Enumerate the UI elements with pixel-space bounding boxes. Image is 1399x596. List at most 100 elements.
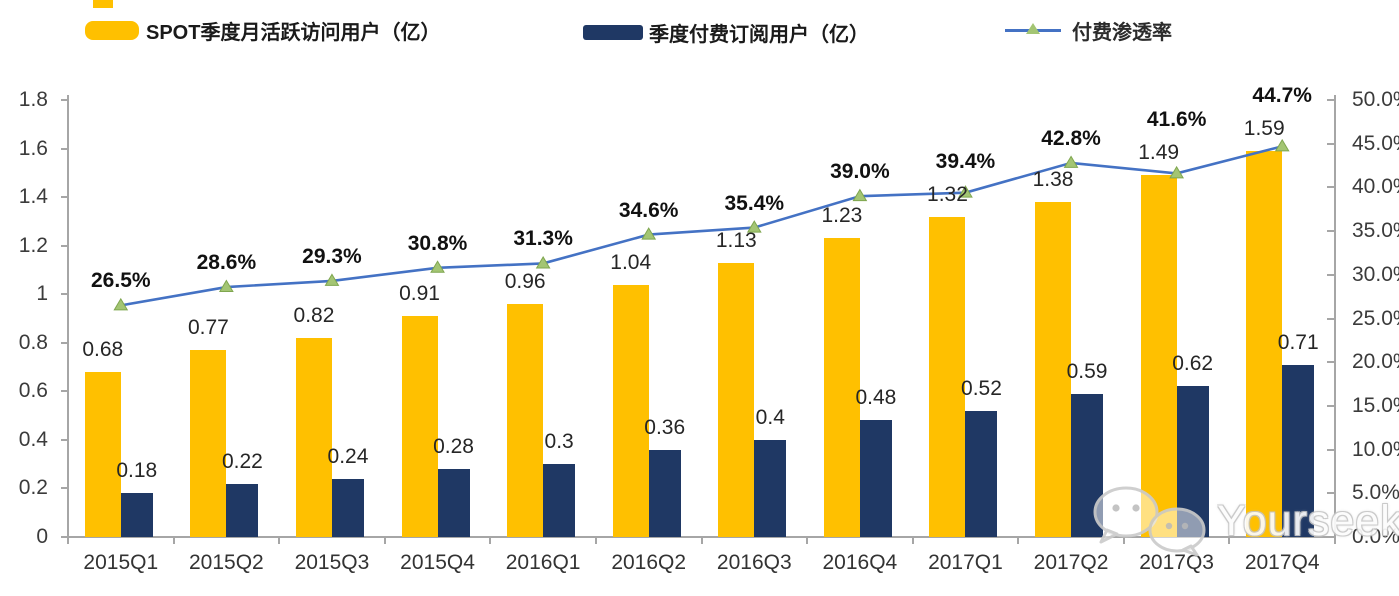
- x-axis-label: 2015Q1: [83, 551, 159, 574]
- penetration-line-swatch: [1005, 20, 1061, 40]
- left-axis-tick: [61, 487, 68, 490]
- x-axis-label: 2015Q4: [400, 551, 475, 574]
- left-axis-tick: [61, 99, 68, 101]
- right-axis-tick: [1327, 99, 1334, 101]
- x-axis-tick: [1017, 538, 1020, 544]
- subscribers-bar: [226, 483, 259, 537]
- subscribers-value-label: 0.22: [221, 449, 263, 473]
- legend-item-mau: SPOT季度月活跃访问用户（亿）: [85, 17, 441, 44]
- x-axis-tick: [806, 538, 809, 544]
- subscribers-bar: [965, 410, 998, 537]
- left-axis-tick: [61, 341, 68, 344]
- right-axis-tick-label: 10.0%: [1352, 437, 1399, 461]
- penetration-value-label: 29.3%: [302, 244, 362, 268]
- right-axis-tick-label: 20.0%: [1352, 350, 1399, 374]
- x-axis-tick: [278, 538, 281, 544]
- legend-label-subscribers: 季度付费订阅用户（亿）: [649, 23, 869, 46]
- penetration-marker-icon: [430, 260, 445, 273]
- subscribers-value-label: 0.59: [1066, 359, 1108, 383]
- subscribers-bar: [543, 464, 576, 537]
- subscribers-bar: [120, 493, 153, 537]
- left-axis-tick-label: 1.8: [18, 88, 48, 111]
- penetration-value-label: 44.7%: [1252, 83, 1312, 107]
- mau-value-label: 0.96: [504, 269, 546, 293]
- penetration-value-label: 28.6%: [196, 251, 257, 275]
- subscribers-value-label: 0.71: [1277, 330, 1319, 354]
- mau-value-label: 1.49: [1138, 141, 1180, 165]
- subscribers-bar: [754, 439, 787, 537]
- mau-bar: [507, 303, 544, 537]
- penetration-marker-icon: [324, 273, 340, 286]
- mau-bar: [295, 337, 332, 537]
- x-axis-tick: [1228, 538, 1231, 544]
- penetration-marker-icon: [218, 279, 234, 293]
- mau-value-label: 1.04: [610, 250, 652, 274]
- right-axis-tick: [1327, 448, 1334, 451]
- penetration-marker-icon: [641, 227, 657, 240]
- subscribers-bar: [648, 449, 681, 537]
- subscribers-value-label: 0.24: [327, 444, 369, 468]
- x-axis-label: 2015Q2: [189, 551, 264, 574]
- subscribers-bar: [859, 420, 892, 537]
- x-axis-tick: [383, 538, 386, 544]
- left-axis-tick: [61, 147, 68, 150]
- right-axis-tick: [1327, 142, 1334, 145]
- subscribers-bar: [331, 478, 364, 537]
- left-axis-tick-label: 1.2: [18, 233, 48, 257]
- penetration-marker-icon: [535, 255, 551, 269]
- left-axis-tick-label: 1.4: [18, 185, 48, 209]
- x-axis-tick: [1122, 538, 1125, 544]
- subscribers-swatch: [583, 24, 643, 40]
- right-axis-tick: [1327, 273, 1334, 276]
- left-axis-tick-label: 0.6: [18, 379, 48, 403]
- mau-swatch: [85, 20, 139, 40]
- penetration-value-label: 35.4%: [724, 191, 785, 215]
- right-axis-tick: [1327, 361, 1334, 364]
- bottom-axis-line: [67, 536, 1336, 538]
- right-axis-tick-label: 40.0%: [1352, 175, 1399, 199]
- mau-bar: [84, 371, 121, 537]
- mau-value-label: 1.59: [1243, 116, 1285, 140]
- mau-value-label: 0.91: [399, 282, 440, 306]
- legend-item-subscribers: 季度付费订阅用户（亿）: [583, 19, 869, 46]
- penetration-line: [120, 145, 1283, 307]
- mau-value-label: 0.77: [187, 316, 229, 340]
- penetration-value-label: 31.3%: [513, 227, 573, 251]
- right-axis-tick-label: 25.0%: [1352, 306, 1399, 330]
- right-axis-tick-label: 50.0%: [1352, 88, 1399, 111]
- subscribers-value-label: 0.4: [755, 405, 785, 429]
- watermark-text: Yourseeker: [1217, 496, 1399, 545]
- triangle-marker-icon: [1026, 23, 1040, 34]
- mau-bar: [718, 262, 755, 537]
- penetration-value-label: 30.8%: [407, 231, 468, 255]
- right-axis-tick-label: 15.0%: [1352, 393, 1399, 417]
- left-axis-tick: [61, 536, 68, 538]
- mau-value-label: 1.38: [1032, 167, 1074, 191]
- legend-item-penetration: 付费渗透率: [1005, 17, 1172, 44]
- x-axis-label: 2017Q2: [1033, 551, 1109, 574]
- legend-label-mau: SPOT季度月活跃访问用户（亿）: [146, 21, 441, 44]
- penetration-marker-icon: [852, 188, 868, 202]
- mau-value-label: 1.23: [821, 204, 863, 228]
- penetration-value-label: 41.6%: [1146, 108, 1207, 132]
- subscribers-value-label: 0.3: [544, 430, 574, 454]
- mau-bar: [612, 284, 649, 537]
- x-axis-label: 2015Q3: [294, 551, 370, 574]
- right-axis-tick-label: 45.0%: [1352, 131, 1399, 155]
- left-axis-tick: [61, 390, 68, 393]
- penetration-value-label: 39.4%: [935, 149, 996, 173]
- x-axis-label: 2016Q1: [505, 551, 581, 574]
- x-axis-label: 2016Q2: [611, 551, 687, 574]
- right-axis-tick: [1327, 492, 1334, 495]
- subscribers-value-label: 0.18: [116, 459, 158, 483]
- subscribers-bar: [437, 469, 470, 537]
- mau-bar: [190, 350, 227, 537]
- x-axis-tick: [1334, 538, 1336, 544]
- x-axis-label: 2016Q3: [716, 551, 792, 574]
- x-axis-label: 2017Q3: [1139, 551, 1214, 574]
- penetration-value-label: 34.6%: [618, 198, 679, 222]
- right-axis-tick: [1327, 536, 1334, 538]
- x-axis-label: 2017Q1: [928, 551, 1003, 574]
- x-axis-tick: [911, 538, 914, 544]
